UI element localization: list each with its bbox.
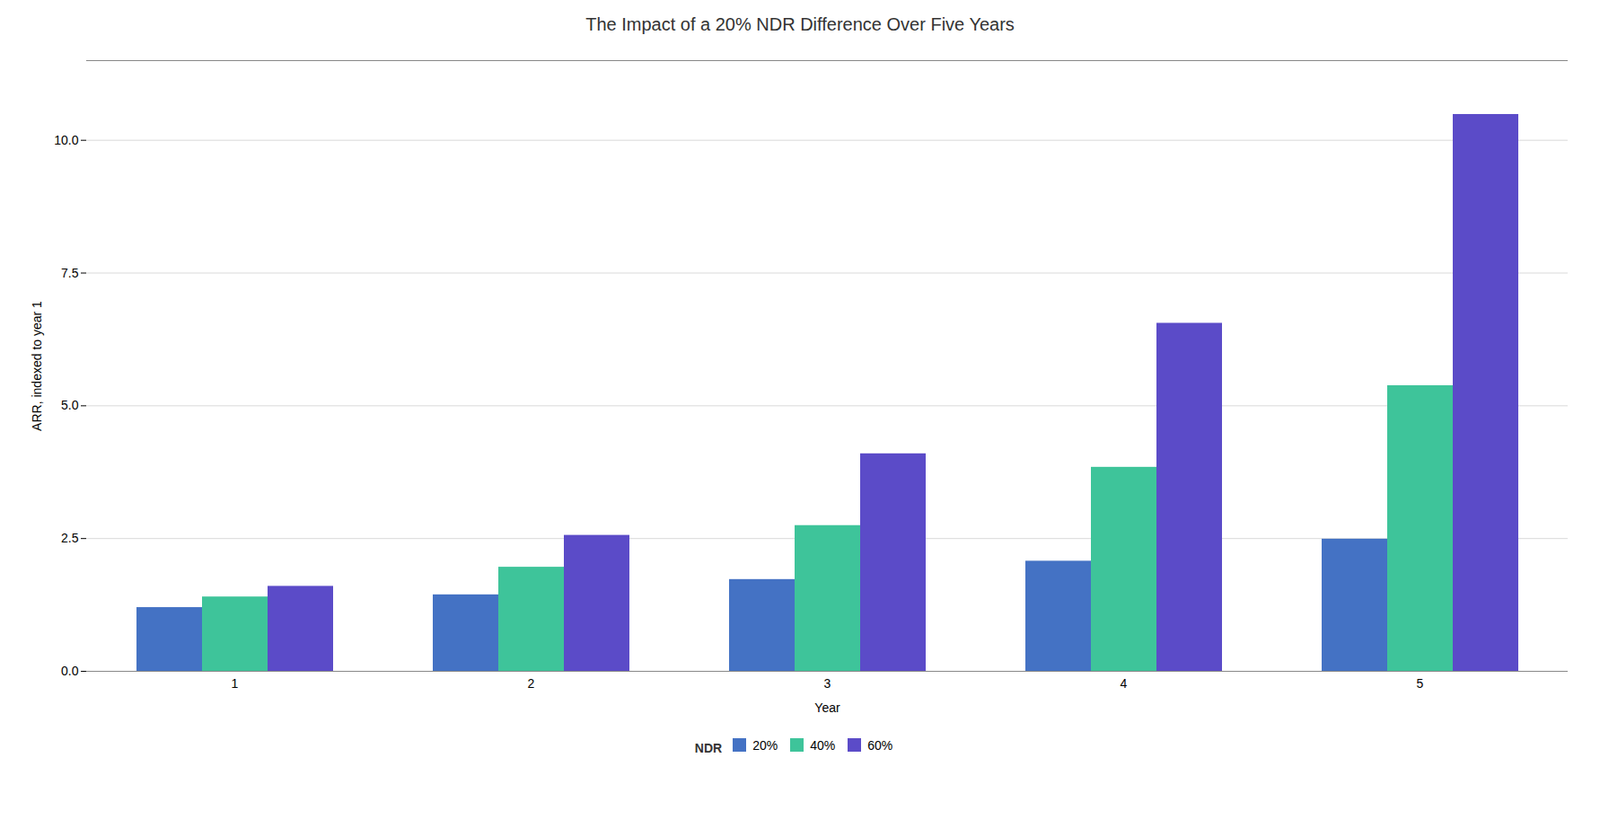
- html-text:The Impact of a 20% NDR Differ: The Impact of a 20% NDR Difference Over …: [585, 14, 1015, 35]
- svg-text:10.0: 10.0: [53, 132, 79, 148]
- html-text:20%: 20%: [752, 737, 778, 752]
- svg-text:2: 2: [527, 676, 536, 691]
- html-text:NDR: NDR: [694, 740, 722, 756]
- html-text:40%: 40%: [810, 737, 836, 752]
- svg-text:4: 4: [1120, 676, 1128, 691]
- svg-text:2.5: 2.5: [61, 530, 80, 546]
- svg-text:3: 3: [824, 676, 832, 691]
- svg-text:ARR, indexed to year 1: ARR, indexed to year 1: [29, 300, 44, 431]
- svg-text:7.5: 7.5: [61, 265, 80, 281]
- html-text:60%: 60%: [867, 737, 893, 752]
- svg-text:5.0: 5.0: [61, 397, 80, 413]
- svg-text:0.0: 0.0: [61, 663, 80, 678]
- svg-text:1: 1: [231, 676, 239, 691]
- svg-text:5: 5: [1416, 676, 1425, 691]
- svg-text:Year: Year: [814, 700, 841, 715]
